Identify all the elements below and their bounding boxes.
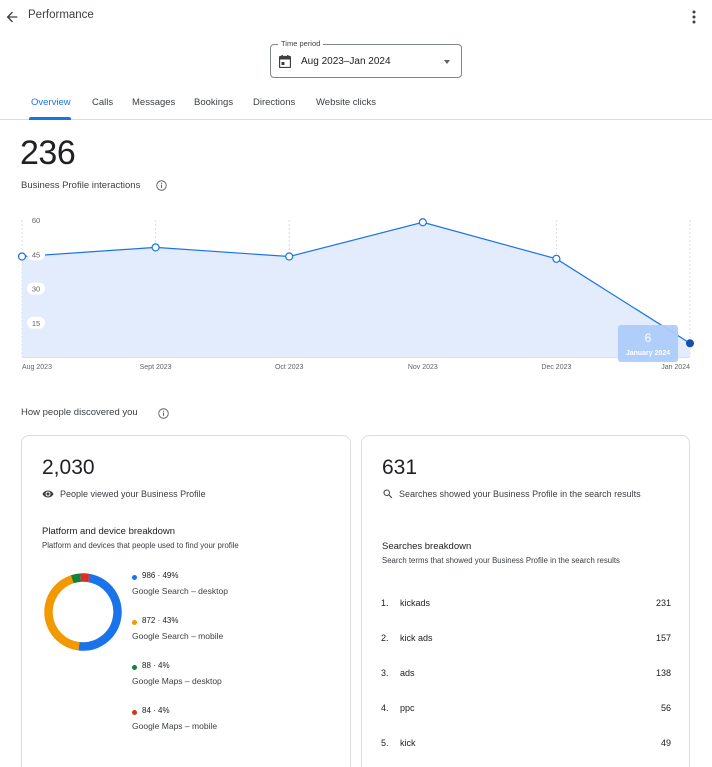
info-icon[interactable]	[156, 180, 167, 191]
chart-point[interactable]	[151, 243, 160, 252]
tab-messages[interactable]: Messages	[132, 97, 176, 108]
y-tick-pill	[27, 316, 45, 329]
chart-point[interactable]	[552, 254, 561, 263]
term-count: 49	[660, 738, 671, 748]
platform-breakdown-desc: Platform and devices that people used to…	[42, 541, 239, 550]
y-tick-label: 45	[32, 250, 40, 259]
search-term-row: 3. ads 138	[381, 668, 671, 684]
searches-card: 631 Searches showed your Business Profil…	[361, 435, 690, 767]
x-tick-label: Sept 2023	[140, 364, 172, 371]
info-icon[interactable]	[158, 408, 169, 419]
term-name: ppc	[400, 703, 415, 713]
y-tick-pill	[27, 248, 45, 261]
profile-views-card: 2,030 People viewed your Business Profil…	[21, 435, 351, 767]
legend-dot	[132, 575, 137, 580]
searches-breakdown-desc: Search terms that showed your Business P…	[382, 556, 620, 565]
search-term-row: 4. ppc 56	[381, 703, 671, 719]
time-period-value: Aug 2023–Jan 2024	[301, 56, 391, 67]
legend-dot	[132, 665, 137, 670]
legend-value: 986 · 49%	[142, 571, 179, 580]
term-name: kickads	[400, 598, 431, 608]
calendar-icon	[279, 55, 291, 68]
eye-icon	[42, 490, 54, 498]
term-name: kick	[400, 738, 416, 748]
legend-dot	[132, 620, 137, 625]
tab-overview[interactable]: Overview	[31, 97, 71, 108]
legend-name: Google Maps – desktop	[132, 676, 222, 686]
search-term-row: 2. kick ads 157	[381, 633, 671, 649]
term-count: 138	[655, 668, 671, 678]
top-bar: Performance	[0, 0, 712, 34]
dropdown-arrow-icon	[444, 60, 450, 64]
tab-calls[interactable]: Calls	[92, 97, 114, 108]
y-tick-label: 30	[32, 285, 40, 294]
active-tab-indicator	[29, 117, 71, 120]
chart-point[interactable]	[285, 252, 294, 261]
chart-point[interactable]	[17, 252, 27, 261]
page-title: Performance	[28, 9, 94, 21]
term-rank: 2.	[381, 633, 389, 643]
tooltip-box	[618, 325, 678, 362]
views-number: 2,030	[42, 456, 95, 479]
interactions-label: Business Profile interactions	[21, 180, 141, 191]
chart-point[interactable]	[418, 218, 427, 227]
donut-segment	[44, 573, 122, 651]
x-tick-label: Dec 2023	[541, 364, 571, 371]
search-term-row: 1. kickads 231	[381, 598, 671, 614]
term-count: 157	[655, 633, 671, 643]
x-tick-label: Jan 2024	[661, 364, 690, 371]
platform-breakdown-title: Platform and device breakdown	[42, 526, 176, 537]
term-rank: 1.	[381, 598, 389, 608]
term-name: kick ads	[400, 633, 433, 643]
legend-name: Google Search – desktop	[132, 586, 228, 596]
chart-tooltip: 6 January 2024	[618, 325, 678, 362]
tooltip-value: 6	[645, 331, 652, 345]
chart-line	[21, 221, 691, 344]
term-name: ads	[400, 668, 415, 678]
search-icon	[383, 489, 393, 499]
y-tick-label: 15	[32, 319, 40, 328]
y-tick-pill	[27, 282, 45, 295]
term-count: 231	[655, 598, 671, 608]
term-rank: 5.	[381, 738, 389, 748]
donut-segment	[44, 573, 122, 651]
legend-value: 84 · 4%	[142, 706, 170, 715]
donut-segment	[44, 573, 122, 651]
legend-name: Google Search – mobile	[132, 631, 224, 641]
more-vert-icon[interactable]	[687, 9, 701, 25]
interactions-total: 236	[20, 134, 76, 172]
platform-donut-chart	[44, 573, 122, 651]
term-count: 56	[660, 703, 671, 713]
searches-label: Searches showed your Business Profile in…	[399, 489, 641, 499]
tab-directions[interactable]: Directions	[253, 97, 296, 108]
tooltip-label: January 2024	[626, 350, 670, 357]
term-rank: 3.	[381, 668, 389, 678]
time-period-label: Time period	[278, 39, 324, 48]
searches-number: 631	[382, 456, 418, 479]
term-rank: 4.	[381, 703, 389, 713]
chart-point-selected[interactable]	[686, 339, 694, 348]
y-tick-label: 60	[32, 216, 40, 225]
x-tick-label: Oct 2023	[275, 364, 304, 371]
discovery-title: How people discovered you	[21, 407, 138, 418]
interactions-chart: 15 30 45 60 Aug 2023 Sept 2023 Oct 2023 Nov 20…	[17, 216, 694, 371]
searches-breakdown-title: Searches breakdown	[382, 541, 472, 552]
chart-area-fill	[22, 222, 690, 357]
x-tick-label: Nov 2023	[408, 364, 438, 371]
legend-value: 88 · 4%	[142, 661, 170, 670]
tab-bookings[interactable]: Bookings	[194, 97, 234, 108]
legend-name: Google Maps – mobile	[132, 721, 218, 731]
views-label: People viewed your Business Profile	[60, 489, 206, 499]
tab-bar: Overview Calls Messages Bookings Directi…	[0, 90, 712, 120]
legend-dot	[132, 710, 137, 715]
search-term-row: 5. kick 49	[381, 738, 671, 754]
x-tick-label: Aug 2023	[22, 364, 52, 371]
legend-value: 872 · 43%	[142, 616, 179, 625]
tab-website-clicks[interactable]: Website clicks	[316, 97, 377, 108]
donut-segment	[44, 573, 122, 651]
back-arrow-icon[interactable]	[4, 9, 20, 25]
time-period-select[interactable]: Time period Aug 2023–Jan 2024	[270, 39, 462, 78]
